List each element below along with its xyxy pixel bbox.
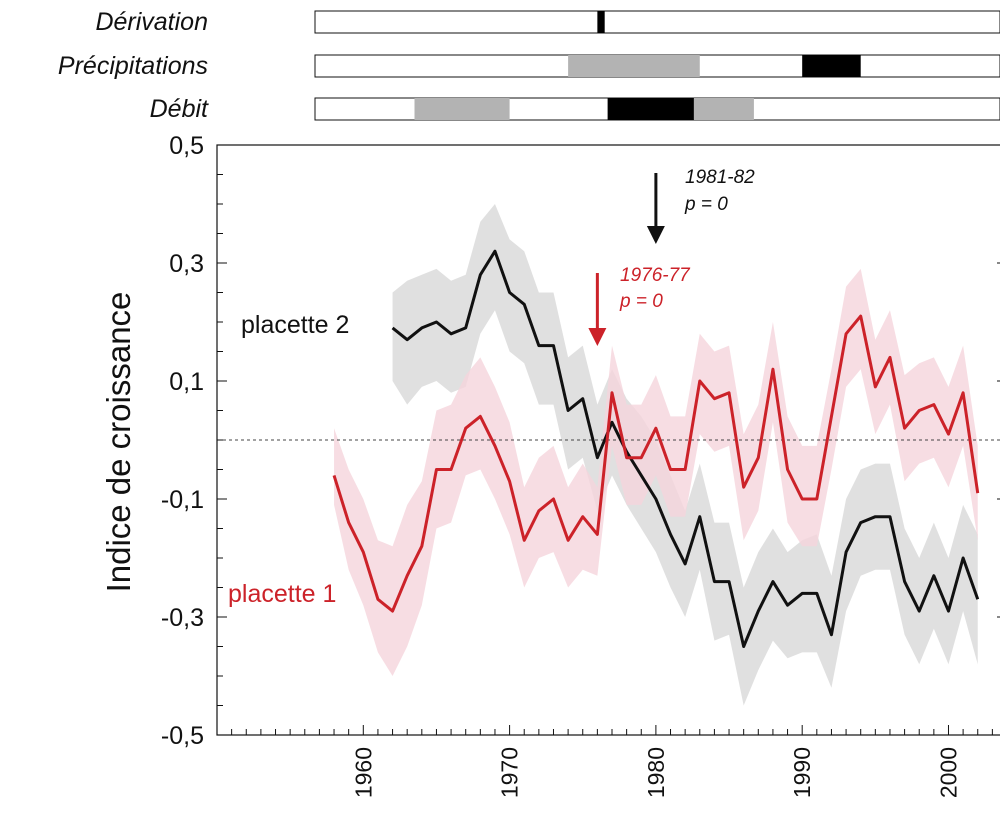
y-tick-label: 0,5 <box>169 132 204 160</box>
annotation-pvalue-0: p = 0 <box>684 194 728 215</box>
band-series-1 <box>392 204 978 706</box>
line-series-0 <box>332 314 980 613</box>
period-segment-2-1 <box>607 98 694 120</box>
x-tick-label: 1980 <box>643 747 669 798</box>
period-bars: Dérivation Précipitations Débit <box>58 8 1000 123</box>
period-bar-label-2: Débit <box>150 95 209 123</box>
series-lines <box>332 249 980 648</box>
period-bar-label-1: Précipitations <box>58 52 208 80</box>
annotation-period-0: 1981-82 <box>685 167 755 188</box>
y-tick-label: -0,3 <box>161 604 204 632</box>
series-label-placette-2: placette 2 <box>241 311 349 339</box>
period-segment-1-1 <box>802 55 861 77</box>
period-bar-label-0: Dérivation <box>95 8 208 36</box>
x-tick-label: 2000 <box>935 747 961 798</box>
y-tick-label: 0,3 <box>169 250 204 278</box>
period-segment-2-0 <box>414 98 510 120</box>
series-label-placette-1: placette 1 <box>228 580 336 608</box>
band-series-0 <box>334 268 978 676</box>
period-segment-2-2 <box>693 98 754 120</box>
y-tick-label: -0,1 <box>161 486 204 514</box>
annotations: 1981-82 p = 0 1976-77 p = 0 <box>588 167 755 346</box>
period-segment-0-0 <box>597 11 605 33</box>
y-tick-label: -0,5 <box>161 722 204 750</box>
axis-ticks: 0,5 0,3 0,1 -0,1 -0,3 -0,5 1960 1970 1980 1990 200… <box>161 132 1000 798</box>
annotation-pvalue-1: p = 0 <box>619 291 663 312</box>
plot-area: 0,5 0,3 0,1 -0,1 -0,3 -0,5 1960 1970 1980 1990 200… <box>161 132 1000 798</box>
x-tick-label: 1990 <box>789 747 815 798</box>
confidence-bands <box>334 204 978 706</box>
y-tick-label: 0,1 <box>169 368 204 396</box>
period-bar-0 <box>314 10 1000 34</box>
x-tick-label: 1960 <box>350 747 376 798</box>
period-segment-1-0 <box>568 55 700 77</box>
y-axis-label: Indice de croissance <box>100 292 137 593</box>
annotation-arrow-head-0 <box>646 226 665 244</box>
line-series-1 <box>391 249 980 648</box>
annotation-arrow-head-1 <box>588 328 607 346</box>
x-tick-label: 1970 <box>497 747 523 798</box>
annotation-period-1: 1976-77 <box>620 265 691 286</box>
